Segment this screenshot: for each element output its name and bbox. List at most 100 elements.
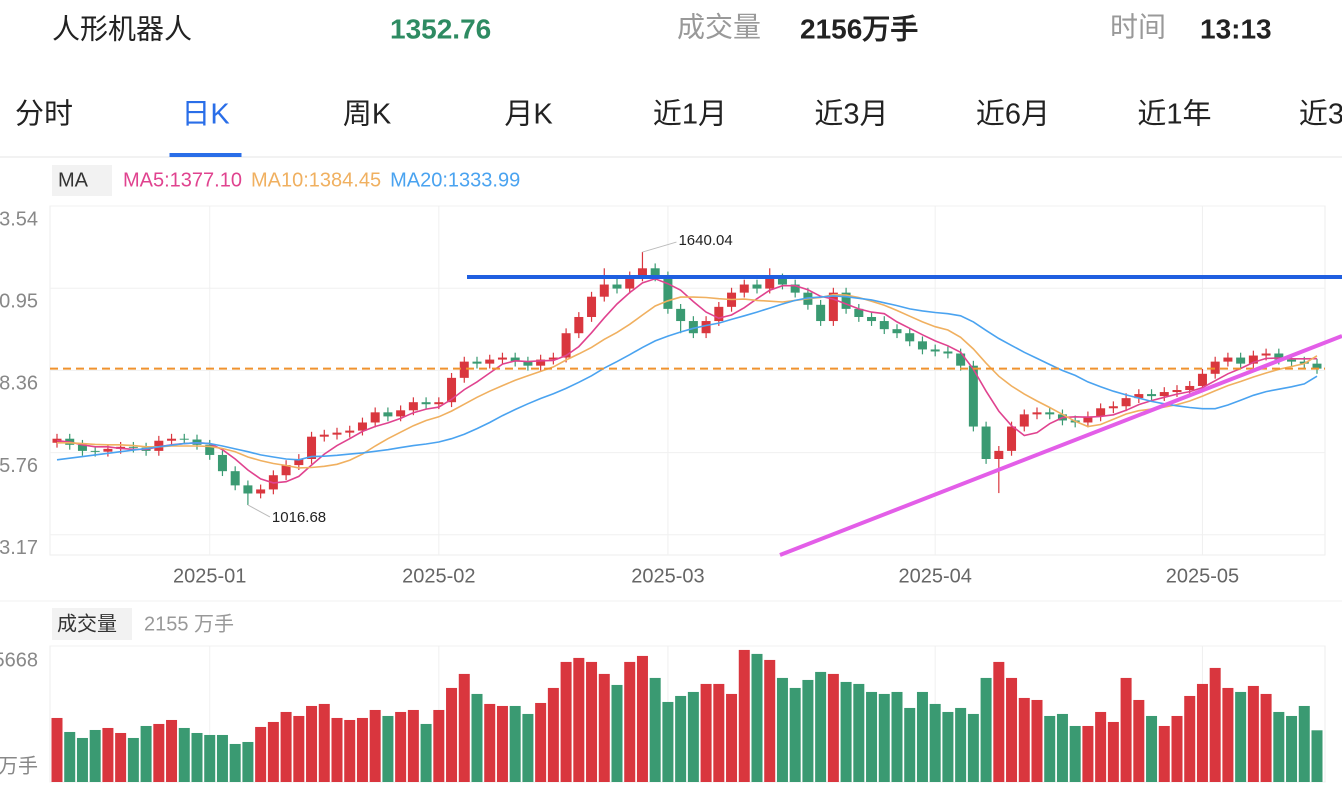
volume-bar (1158, 725, 1170, 782)
volume-bar (1260, 693, 1272, 782)
candle-body (1210, 361, 1220, 374)
volume-bar (204, 734, 216, 782)
volume-bar (1095, 711, 1107, 782)
candle-body (243, 485, 253, 494)
high-annotation: 1640.04 (678, 232, 732, 249)
candle-body (1287, 359, 1297, 362)
legend-entry: MA10:1384.45 (251, 169, 381, 191)
volume-bar (738, 649, 750, 782)
candle-body (1197, 373, 1207, 386)
candle-body (1248, 355, 1258, 364)
volume-bar (89, 729, 101, 782)
candle-body (574, 316, 584, 334)
x-tick-label: 2025-05 (1166, 565, 1239, 587)
candle-body (1261, 353, 1271, 356)
volume-bar (1082, 725, 1094, 782)
tab[interactable]: 分时 (15, 98, 73, 131)
tab[interactable]: 近3月 (814, 98, 888, 131)
y-tick-label: 1550.95 (0, 290, 38, 312)
volume-bar (776, 677, 788, 782)
candle-body (77, 444, 87, 451)
candle-body (867, 316, 877, 322)
candle-body (472, 361, 482, 364)
volume-bar (1107, 721, 1119, 782)
volume-bar (815, 671, 827, 782)
volume-bar (1069, 725, 1081, 782)
label-layer: 分时 日K 周K 月K 近1月 近3月 近6月 近1年 近3年 943.17 1145.76 1348… (0, 98, 1342, 778)
candle-body (599, 284, 609, 297)
volume-bar (395, 711, 407, 782)
tab[interactable]: 近6月 (976, 98, 1050, 131)
x-tick-label: 2025-01 (173, 565, 246, 587)
volume-bar (713, 683, 725, 782)
candle-body (536, 359, 546, 366)
volume-bar (789, 687, 801, 782)
candle-body (510, 357, 520, 362)
annotation-leader (642, 241, 677, 253)
volume-bar (853, 683, 865, 782)
volume-bar (878, 693, 890, 782)
volume-bar (1044, 715, 1056, 782)
drawn-trend-line (779, 334, 1342, 557)
volume-bar (1171, 715, 1183, 782)
volume-bar (866, 691, 878, 782)
volume-bar (293, 715, 305, 782)
x-tick-label: 2025-03 (631, 565, 704, 587)
volume-bar (624, 661, 636, 782)
candle-body (1134, 394, 1144, 399)
volume-bar (980, 677, 992, 782)
candle-body (434, 402, 444, 405)
y-tick-label: 1348.36 (0, 373, 38, 395)
volume-bar (1146, 715, 1158, 782)
volume-bar (242, 741, 254, 782)
tab[interactable]: 日K (181, 99, 230, 131)
candle-body (1083, 416, 1093, 423)
volume-bar (547, 687, 559, 782)
volume-bar (1286, 715, 1298, 782)
y-tick-label: 5668 (0, 649, 38, 671)
tab[interactable]: 近1月 (653, 98, 727, 131)
volume-bar (1222, 687, 1234, 782)
volume-bar (687, 691, 699, 782)
tab[interactable]: 周K (343, 99, 392, 131)
tab[interactable]: 近1年 (1137, 98, 1211, 131)
tab[interactable]: 近3年 (1299, 98, 1342, 131)
volume-bar (446, 687, 458, 782)
candle-body (1007, 426, 1017, 451)
y-tick-label: 万手 (0, 754, 38, 777)
volume-bar (586, 661, 598, 782)
volume-bar (280, 711, 292, 782)
candle-body (167, 438, 177, 441)
candle-body (319, 434, 329, 437)
legend-entry: MA20:1333.99 (390, 169, 520, 191)
volume-bar (916, 691, 928, 782)
tab[interactable]: 月K (504, 99, 553, 131)
mark-layer (50, 252, 1325, 782)
ma-line (56, 295, 1318, 461)
volume-bar (522, 713, 534, 782)
volume-bar (891, 691, 903, 782)
volume-bar (840, 681, 852, 782)
volume-bar (636, 655, 648, 782)
volume-bar (331, 717, 343, 782)
candle-body (688, 321, 698, 334)
candle-body (892, 329, 902, 334)
volume-value: 2156万手 (800, 13, 918, 44)
candle-body (650, 268, 660, 277)
volume-bar (726, 693, 738, 782)
candle-body (676, 308, 686, 322)
y-tick-label: 943.17 (0, 537, 38, 559)
volume-bar (1006, 677, 1018, 782)
candle-body (1121, 398, 1131, 407)
candle-body (994, 450, 1004, 460)
candle-body (1274, 353, 1284, 360)
volume-bar (255, 726, 267, 782)
volume-bar (344, 719, 356, 782)
volume-bar (1133, 699, 1145, 782)
volume-bar (1311, 730, 1323, 782)
volume-bar (382, 715, 394, 782)
candle-body (307, 436, 317, 460)
volume-bar (407, 709, 419, 782)
candle-body (930, 349, 940, 352)
annotation-leader (247, 504, 271, 518)
